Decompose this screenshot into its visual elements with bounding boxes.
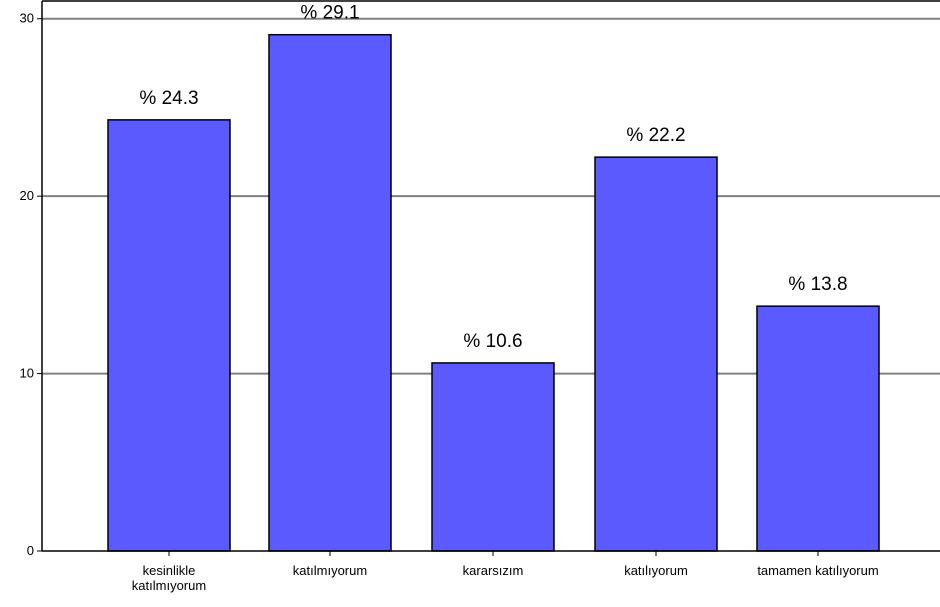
data-label-0: % 24.3 [139, 88, 198, 109]
category-label-4: tamamen katılıyorum [757, 563, 878, 578]
data-labels: % 24.3 % 29.1 % 10.6 % 22.2 % 13.8 [139, 3, 847, 352]
data-label-4: % 13.8 [788, 274, 847, 295]
bar-0 [107, 119, 231, 552]
bar-3 [594, 156, 718, 552]
category-label-0: kesinlikle katılmıyorum [132, 563, 206, 593]
y-tick-label-10: 10 [20, 366, 34, 381]
y-tick-label-30: 30 [20, 11, 34, 26]
axes [37, 0, 940, 556]
y-tick-label-0: 0 [27, 543, 34, 558]
category-label-3: katılıyorum [624, 563, 688, 578]
bar-1 [268, 33, 392, 552]
y-tick-label-20: 20 [20, 188, 34, 203]
bars [107, 33, 880, 552]
tick-labels: 0 10 20 30 kesinlikle katılmıyorum katılmıyoru… [20, 11, 879, 593]
bar-2 [431, 362, 555, 552]
data-label-2: % 10.6 [463, 331, 522, 352]
bar-4 [756, 305, 880, 552]
data-label-1: % 29.1 [300, 3, 359, 24]
category-label-2: kararsızım [463, 563, 524, 578]
data-label-3: % 22.2 [626, 125, 685, 146]
category-label-1: katılmıyorum [293, 563, 367, 578]
